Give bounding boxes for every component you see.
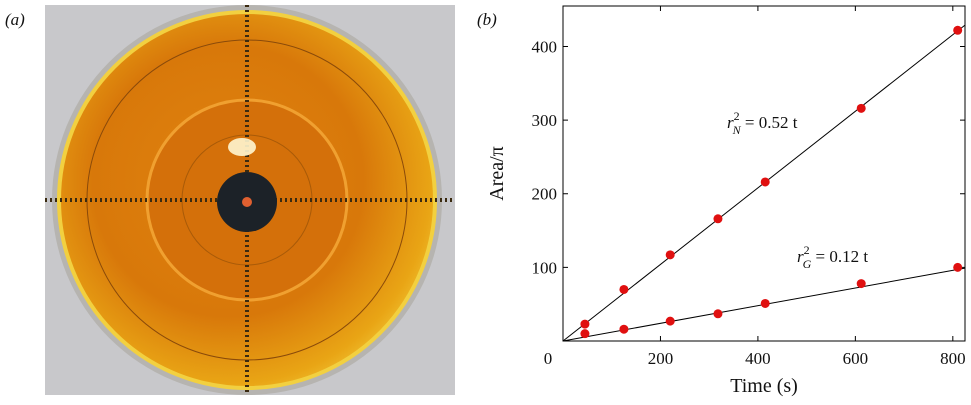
data-point (580, 329, 589, 338)
data-point (713, 214, 722, 223)
y-tick-label: 300 (532, 111, 558, 130)
x-tick-label: 400 (745, 349, 771, 368)
fit-label-part: G (803, 257, 812, 271)
data-point (857, 104, 866, 113)
data-point (713, 309, 722, 318)
data-point (953, 26, 962, 35)
x-tick-label: 600 (843, 349, 869, 368)
data-point (666, 317, 675, 326)
x-tick-label: 200 (648, 349, 674, 368)
data-point (619, 325, 628, 334)
panel-label: (a) (5, 10, 25, 29)
fit-label-part: 2 (804, 243, 810, 257)
data-point (761, 299, 770, 308)
figure: (a) (b) 0 200 400 600 800 100 200 300 400 Time (s… (0, 0, 971, 400)
y-tick-label: 400 (532, 37, 558, 56)
data-point (953, 263, 962, 272)
panel-label: (b) (477, 10, 497, 29)
data-point (857, 279, 866, 288)
data-point (761, 177, 770, 186)
photo (45, 5, 455, 395)
data-point (580, 320, 589, 329)
x-tick-label: 800 (940, 349, 966, 368)
data-point (619, 285, 628, 294)
fit-label-part: = 0.52 t (741, 113, 798, 132)
data-point (666, 250, 675, 259)
x-tick-label: 0 (544, 349, 553, 368)
y-tick-label: 200 (532, 185, 558, 204)
y-axis-label: Area/π (486, 146, 508, 201)
fit-label-part: 2 (734, 109, 740, 123)
x-axis-label: Time (s) (730, 375, 798, 397)
fit-label-part: = 0.12 t (811, 247, 868, 266)
y-tick-label: 100 (532, 258, 558, 277)
